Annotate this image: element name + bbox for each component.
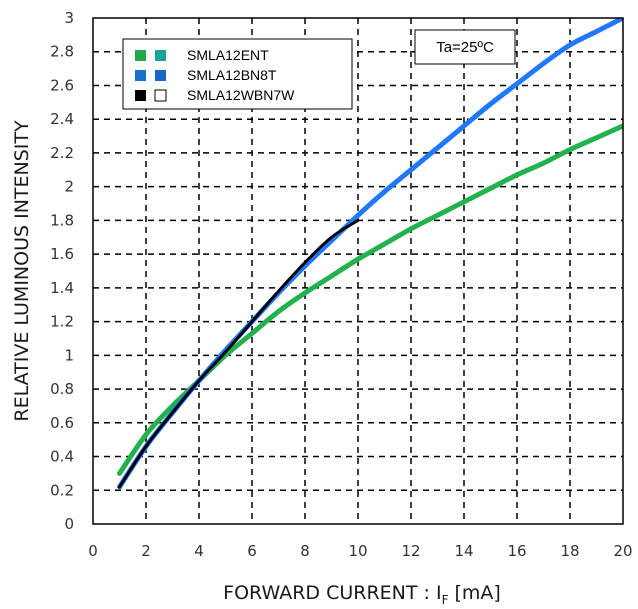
y-tick-label-10: 2 bbox=[64, 178, 74, 196]
y-tick-label-12: 2.4 bbox=[50, 110, 74, 128]
x-tick-label-0: 0 bbox=[88, 542, 98, 560]
series-line-2 bbox=[118, 218, 360, 489]
legend-swatch-2-1 bbox=[154, 89, 167, 102]
y-tick-label-5: 1 bbox=[64, 346, 74, 364]
y-tick-label-0: 0 bbox=[64, 515, 74, 533]
y-tick-label-4: 0.8 bbox=[50, 380, 74, 398]
y-tick-label-15: 3 bbox=[64, 9, 74, 27]
y-tick-labels: 0 0.2 0.4 0.6 0.8 1 1.2 1.4 1.6 1.8 2 2.2 2.4 2.6 2.8 3 bbox=[50, 9, 74, 533]
x-axis-title-subscript: F bbox=[442, 593, 449, 607]
legend-swatch-2-0 bbox=[135, 90, 146, 101]
x-axis-title: FORWARD CURRENT : IF [mA] bbox=[223, 582, 501, 607]
y-tick-label-13: 2.6 bbox=[50, 76, 74, 94]
series-lines bbox=[117, 18, 623, 490]
legend-swatch-1-1 bbox=[155, 70, 166, 81]
temperature-annotation: Ta=25ºC bbox=[414, 29, 516, 65]
x-tick-label-4: 8 bbox=[300, 542, 310, 560]
y-tick-label-3: 0.6 bbox=[50, 414, 74, 432]
y-tick-label-7: 1.4 bbox=[50, 279, 74, 297]
x-tick-label-2: 4 bbox=[194, 542, 204, 560]
y-tick-label-9: 1.8 bbox=[50, 211, 74, 229]
x-tick-label-6: 12 bbox=[401, 542, 420, 560]
y-tick-label-1: 0.2 bbox=[50, 481, 74, 499]
legend-swatch-0-1 bbox=[155, 50, 166, 61]
y-tick-label-2: 0.4 bbox=[50, 448, 74, 466]
x-tick-label-9: 18 bbox=[560, 542, 579, 560]
y-axis-title: RELATIVE LUMINOUS INTENSITY bbox=[11, 120, 33, 422]
legend-swatch-1-0 bbox=[135, 70, 146, 81]
x-tick-label-10: 20 bbox=[613, 542, 632, 560]
x-tick-label-8: 16 bbox=[507, 542, 526, 560]
y-tick-label-8: 1.6 bbox=[50, 245, 74, 263]
legend-label-2: SMLA12WBN7W bbox=[187, 87, 295, 103]
x-tick-label-1: 2 bbox=[141, 542, 151, 560]
x-tick-label-7: 14 bbox=[454, 542, 473, 560]
legend: SMLA12ENT SMLA12BN8T SMLA12WBN7W bbox=[122, 38, 353, 110]
legend-label-1: SMLA12BN8T bbox=[187, 67, 277, 83]
y-tick-label-6: 1.2 bbox=[50, 313, 74, 331]
y-tick-label-11: 2.2 bbox=[50, 144, 74, 162]
grid-lines bbox=[93, 18, 623, 524]
x-tick-label-3: 6 bbox=[247, 542, 257, 560]
x-axis-title-main: FORWARD CURRENT : I bbox=[223, 582, 441, 604]
annotation-box bbox=[414, 29, 516, 65]
y-tick-label-14: 2.8 bbox=[50, 43, 74, 61]
x-tick-label-5: 10 bbox=[348, 542, 367, 560]
annotation-text: Ta=25ºC bbox=[436, 39, 494, 56]
legend-label-0: SMLA12ENT bbox=[187, 47, 269, 63]
series-line-0 bbox=[117, 123, 623, 476]
x-axis-title-unit: [mA] bbox=[448, 582, 500, 604]
legend-swatch-0-0 bbox=[135, 50, 146, 61]
plot-frame bbox=[92, 17, 624, 525]
x-tick-labels: 0 2 4 6 8 10 12 14 16 18 20 bbox=[88, 542, 632, 560]
